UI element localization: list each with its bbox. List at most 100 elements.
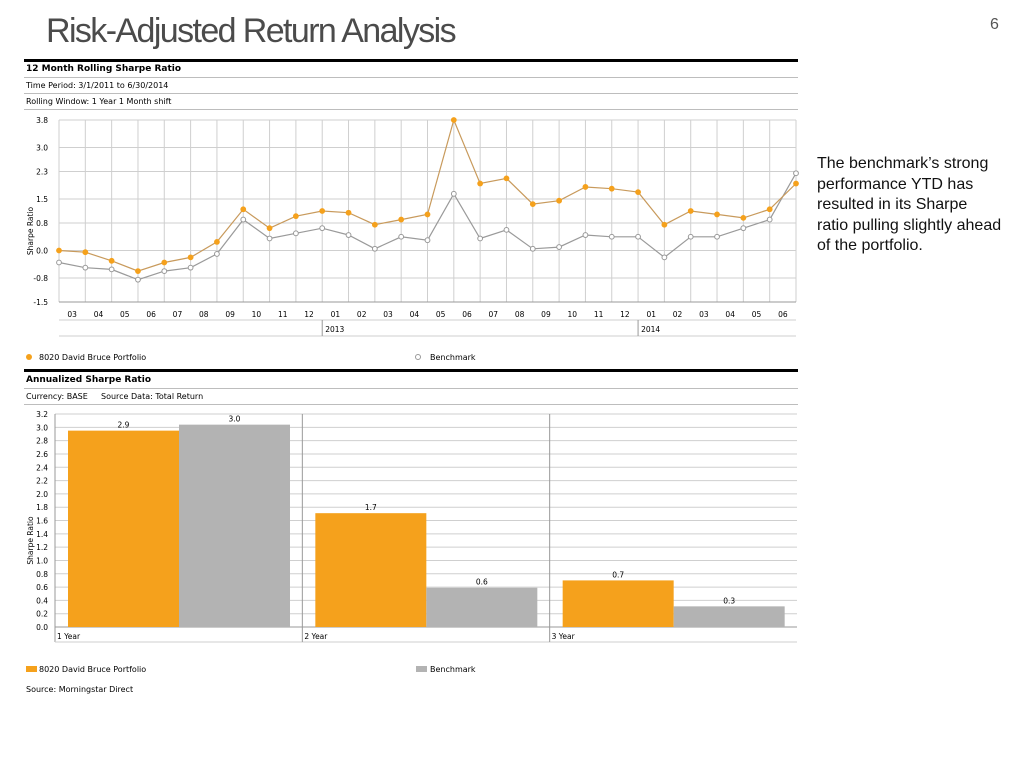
legend2-benchmark-label: Benchmark xyxy=(430,665,476,674)
bar-y-tick-label: 3.2 xyxy=(36,410,48,419)
rolling-point-benchmark xyxy=(714,233,720,240)
rolling-x-tick-label: 08 xyxy=(515,310,525,319)
annualized-currency: Currency: BASE xyxy=(26,392,88,401)
rolling-point-benchmark xyxy=(424,237,431,244)
bar-data-label: 0.6 xyxy=(476,578,488,587)
rolling-y-tick-label: -1.5 xyxy=(33,298,48,307)
legend-benchmark-label: Benchmark xyxy=(430,353,476,362)
rolling-point-portfolio xyxy=(319,208,326,214)
rolling-point-benchmark xyxy=(108,266,115,273)
bar-y-tick-label: 1.6 xyxy=(36,517,48,526)
bar-y-tick-label: 0.8 xyxy=(36,570,48,579)
rolling-y-tick-label: -0.8 xyxy=(33,274,48,283)
rolling-y-tick-label: 0.0 xyxy=(36,246,48,255)
legend-benchmark-marker xyxy=(415,354,421,360)
rolling-point-portfolio xyxy=(503,175,510,182)
source-note: Source: Morningstar Direct xyxy=(26,685,134,694)
rolling-x-tick-label: 06 xyxy=(778,310,788,319)
rolling-point-benchmark xyxy=(319,225,326,232)
rolling-point-benchmark xyxy=(292,230,299,237)
rolling-x-tick-label: 04 xyxy=(725,310,735,319)
rolling-point-portfolio xyxy=(635,189,641,196)
rolling-point-portfolio xyxy=(766,206,773,213)
bar-y-tick-label: 1.2 xyxy=(36,543,48,552)
bar-y-tick-label: 0.2 xyxy=(36,610,48,619)
rolling-window: Rolling Window: 1 Year 1 Month shift xyxy=(26,97,172,106)
rolling-x-tick-label: 01 xyxy=(646,310,656,319)
rolling-point-portfolio xyxy=(56,247,62,254)
rolling-point-benchmark xyxy=(398,233,405,240)
bar-y-tick-label: 2.6 xyxy=(36,450,48,459)
bar-y-tick-label: 3.0 xyxy=(36,423,48,432)
rolling-x-tick-label: 04 xyxy=(410,310,420,319)
rolling-point-benchmark xyxy=(345,232,352,238)
rolling-point-portfolio xyxy=(266,225,273,232)
rolling-point-portfolio xyxy=(82,249,89,256)
rolling-rule-2 xyxy=(24,93,798,94)
bar-y-axis-label: Sharpe Ratio xyxy=(26,516,35,565)
bar-y-tick-label: 1.8 xyxy=(36,503,48,512)
bar-benchmark xyxy=(426,587,538,627)
legend2-portfolio-swatch xyxy=(26,666,37,672)
rolling-point-portfolio xyxy=(477,180,484,187)
rolling-point-portfolio xyxy=(582,184,589,190)
rolling-point-portfolio xyxy=(187,254,194,261)
rolling-point-portfolio xyxy=(398,216,405,223)
rolling-point-portfolio xyxy=(556,197,563,204)
rolling-x-tick-label: 03 xyxy=(383,310,393,319)
rolling-point-portfolio xyxy=(529,201,536,208)
rolling-point-benchmark xyxy=(766,216,773,223)
rolling-point-benchmark xyxy=(161,268,168,274)
bar-category-label: 1 Year xyxy=(57,632,81,641)
rolling-top-rule xyxy=(24,59,798,62)
bar-benchmark xyxy=(179,424,290,627)
bar-y-tick-label: 0.0 xyxy=(36,623,48,632)
rolling-point-benchmark xyxy=(661,254,668,261)
rolling-x-tick-label: 01 xyxy=(331,310,341,319)
bar-y-tick-label: 0.4 xyxy=(36,596,48,605)
rolling-y-tick-label: 3.8 xyxy=(36,116,48,125)
bar-data-label: 1.7 xyxy=(365,503,377,512)
rolling-y-tick-label: 1.5 xyxy=(36,195,48,204)
rolling-x-tick-label: 11 xyxy=(278,310,288,319)
rolling-point-portfolio xyxy=(240,206,247,213)
annualized-source-data: Source Data: Total Return xyxy=(101,392,204,401)
legend-portfolio-marker xyxy=(26,354,32,360)
annualized-heading: Annualized Sharpe Ratio xyxy=(26,375,152,385)
rolling-x-tick-label: 11 xyxy=(594,310,604,319)
rolling-point-benchmark xyxy=(214,251,220,257)
rolling-point-benchmark xyxy=(503,226,510,233)
rolling-point-portfolio xyxy=(214,239,220,245)
legend-portfolio-label: 8020 David Bruce Portfolio xyxy=(39,353,147,362)
rolling-point-benchmark xyxy=(266,235,273,242)
rolling-x-tick-label: 02 xyxy=(673,310,683,319)
rolling-rule-3 xyxy=(24,109,798,110)
rolling-point-portfolio xyxy=(714,211,720,218)
rolling-point-benchmark xyxy=(82,264,89,271)
bar-benchmark xyxy=(673,606,785,627)
page-number: 6 xyxy=(990,16,999,33)
rolling-point-benchmark xyxy=(529,245,536,252)
rolling-point-portfolio xyxy=(108,257,115,264)
rolling-x-tick-label: 03 xyxy=(67,310,77,319)
annualized-rule-2 xyxy=(24,404,798,405)
rolling-point-portfolio xyxy=(793,180,799,187)
rolling-y-tick-label: 3.0 xyxy=(36,143,48,152)
rolling-point-benchmark xyxy=(687,233,694,240)
rolling-point-benchmark xyxy=(450,190,457,197)
rolling-point-benchmark xyxy=(608,233,615,240)
rolling-point-benchmark xyxy=(740,225,747,232)
rolling-y-axis-label: Sharpe Ratio xyxy=(26,206,35,255)
bar-y-tick-label: 1.4 xyxy=(36,530,48,539)
bar-y-tick-label: 2.8 xyxy=(36,437,48,446)
bar-portfolio xyxy=(562,580,674,627)
rolling-point-benchmark xyxy=(477,235,484,242)
bar-data-label: 0.7 xyxy=(612,570,624,579)
rolling-point-portfolio xyxy=(292,213,299,220)
rolling-x-tick-label: 09 xyxy=(225,310,235,319)
rolling-x-tick-label: 05 xyxy=(436,310,446,319)
rolling-year-label: 2013 xyxy=(325,325,344,334)
rolling-x-tick-label: 06 xyxy=(462,310,472,319)
rolling-point-portfolio xyxy=(424,211,431,218)
